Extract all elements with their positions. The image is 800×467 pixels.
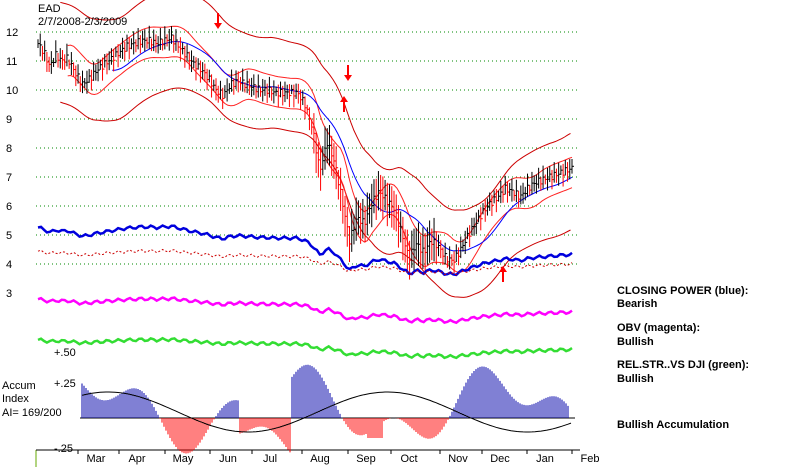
accum-label: AI= 169/200 — [2, 407, 62, 419]
accum-tick-label: -.25 — [54, 443, 73, 455]
buy-arrow-head — [499, 266, 507, 272]
accumulation-note: Bullish Accumulation — [617, 419, 729, 431]
lower-band — [60, 87, 571, 298]
legend-notes: CLOSING POWER (blue): Bearish OBV (magen… — [617, 285, 749, 431]
accum-tick-label: +.50 — [54, 347, 76, 359]
signal-arrows — [214, 13, 507, 282]
month-label: Feb — [581, 453, 600, 465]
sell-arrow-head — [214, 23, 222, 29]
price-tick-label: 9 — [6, 114, 12, 126]
accum-index-histogram — [81, 364, 572, 454]
obv-line — [37, 296, 573, 325]
chart-subtitle: 2/7/2008-2/3/2009 — [38, 16, 127, 28]
month-label: Mar — [87, 453, 106, 465]
price-tick-label: 4 — [6, 259, 12, 271]
closing-power-label: CLOSING POWER (blue): — [617, 285, 748, 297]
price-tick-label: 10 — [6, 85, 18, 97]
month-label: Jun — [219, 453, 237, 465]
month-label: Aug — [310, 453, 330, 465]
month-label: Oct — [400, 453, 417, 465]
price-tick-labels: 12 11 10 9 8 7 6 5 4 3 — [6, 27, 18, 300]
lower-inner-band — [67, 56, 573, 273]
price-tick-label: 7 — [6, 172, 12, 184]
closing-power-line — [37, 224, 573, 277]
closing-power-ma — [37, 248, 573, 276]
obv-label: OBV (magenta): — [617, 322, 700, 334]
moving-average — [112, 41, 573, 252]
month-label: Apr — [128, 453, 145, 465]
month-tick-labels: Mar Apr May Jun Jul Aug Sep Oct Nov Dec Jan Feb — [77, 450, 600, 465]
price-tick-label: 6 — [6, 201, 12, 213]
price-tick-label: 8 — [6, 143, 12, 155]
accum-label: Index — [2, 393, 29, 405]
price-tick-label: 11 — [6, 56, 17, 68]
accum-ma-line — [81, 391, 572, 433]
sell-arrow-head — [344, 75, 352, 81]
closing-power-value: Bearish — [617, 298, 658, 310]
month-label: Nov — [448, 453, 468, 465]
buy-arrow-head — [340, 96, 348, 102]
month-label: Jul — [263, 453, 277, 465]
relstr-line — [37, 336, 573, 360]
price-tick-label: 12 — [6, 27, 18, 39]
price-bars — [37, 25, 574, 280]
relstr-label: REL.STR..VS DJI (green): — [617, 359, 749, 371]
month-label: Jan — [536, 453, 554, 465]
relstr-value: Bullish — [617, 373, 654, 385]
accum-label: Accum — [2, 380, 36, 392]
price-tick-label: 3 — [6, 288, 12, 300]
obv-value: Bullish — [617, 336, 654, 348]
month-label: May — [173, 453, 194, 465]
indicator-lines — [37, 224, 573, 360]
accum-tick-label: +.25 — [54, 378, 76, 390]
upper-band — [60, 0, 571, 211]
chart-title: EAD — [38, 3, 61, 15]
price-tick-label: 5 — [6, 230, 12, 242]
month-label: Sep — [356, 453, 376, 465]
month-label: Dec — [490, 453, 510, 465]
